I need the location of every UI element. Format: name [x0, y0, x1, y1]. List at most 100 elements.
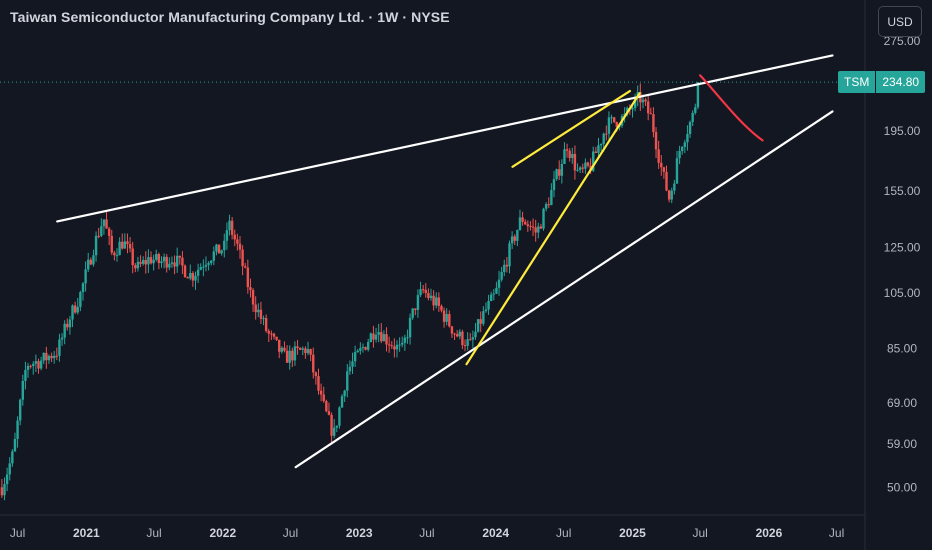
candle-body [194, 275, 197, 281]
x-tick-label: 2026 [756, 526, 783, 540]
candle-body [694, 107, 697, 113]
candle-body [432, 295, 435, 306]
candle-body [94, 235, 98, 256]
candle-body [228, 220, 231, 231]
candle-body [675, 158, 679, 184]
candle-body [542, 208, 545, 229]
candle-body [479, 319, 482, 324]
candle [607, 111, 611, 141]
candle-body [327, 411, 331, 415]
candle [395, 340, 399, 358]
candle-body [497, 279, 501, 288]
lower-support [294, 110, 834, 469]
candle [76, 297, 79, 315]
x-tick-label: Jul [419, 526, 434, 540]
candle [118, 237, 121, 256]
candle [401, 336, 404, 348]
candle [521, 211, 524, 226]
candle [215, 243, 218, 256]
candle-body [223, 240, 226, 251]
candle [183, 264, 187, 278]
candle [141, 256, 145, 266]
candle [497, 270, 501, 296]
candle-body [571, 153, 574, 158]
candle [560, 159, 564, 184]
candle-body [76, 306, 79, 313]
candle-body [11, 451, 14, 464]
candle-body [136, 261, 140, 269]
candle-body [510, 236, 514, 244]
candle [42, 352, 45, 364]
candle-body [453, 333, 456, 335]
candle [594, 146, 598, 154]
yellow-rising-line [465, 92, 641, 366]
candle-body [649, 113, 653, 115]
candle-body [196, 269, 200, 276]
candle [539, 223, 543, 229]
candle [246, 259, 250, 294]
candle-body [584, 162, 587, 169]
candle-body [408, 317, 412, 338]
candle [445, 308, 448, 326]
candle-body [270, 333, 273, 335]
candle-body [686, 133, 689, 143]
candle [244, 263, 247, 269]
candle [47, 354, 51, 364]
candle [149, 251, 153, 265]
candle [571, 147, 574, 164]
candle [309, 348, 312, 362]
candle-body [178, 255, 182, 258]
candle [254, 296, 257, 320]
candle-body [578, 167, 582, 170]
candle [223, 233, 226, 258]
candle-body [47, 355, 51, 361]
candle [68, 315, 72, 335]
candle-body [131, 248, 134, 266]
candle-body [688, 122, 692, 134]
candle [236, 233, 239, 251]
candle-body [495, 287, 498, 294]
candle-body [442, 310, 446, 322]
candle-body [55, 355, 59, 357]
candle-body [314, 372, 318, 377]
candle-body [246, 267, 250, 288]
candle [644, 97, 647, 106]
candle-body [419, 289, 422, 296]
x-tick-label: Jul [692, 526, 707, 540]
candle-body [173, 262, 176, 267]
candle-body [576, 169, 579, 171]
candle [319, 383, 323, 402]
candle-body [288, 350, 291, 363]
candle [115, 248, 119, 262]
candle-body [461, 331, 464, 346]
candle-body [458, 331, 461, 337]
candle [450, 325, 454, 338]
candle [372, 325, 375, 348]
candle-body [21, 380, 25, 400]
candle-body [322, 394, 325, 402]
candle [505, 256, 509, 273]
price-axis[interactable]: 275.00235.00195.00155.00125.00105.0085.0… [884, 34, 921, 495]
candle-body [387, 344, 391, 346]
candle [128, 237, 132, 253]
candle-body [681, 146, 684, 152]
candle [348, 360, 352, 375]
symbol-label: TSM [838, 71, 876, 94]
candle-body [317, 376, 320, 391]
candle-body [186, 277, 189, 279]
candle [552, 170, 556, 198]
candle [332, 419, 336, 439]
candle-body [63, 323, 66, 338]
candle [576, 163, 579, 172]
candle-body [283, 347, 286, 351]
time-axis[interactable]: Jul 2021 Jul 2022 Jul 2023 Jul 2024 Jul 2025 Jul 20… [10, 526, 844, 540]
candle-body [558, 169, 561, 176]
currency-button[interactable]: USD [878, 6, 922, 37]
candle [555, 168, 558, 181]
candle [291, 347, 294, 368]
y-tick-label: 155.00 [884, 184, 921, 198]
candle-body [346, 371, 349, 391]
candle [610, 114, 613, 124]
candle [612, 117, 616, 124]
